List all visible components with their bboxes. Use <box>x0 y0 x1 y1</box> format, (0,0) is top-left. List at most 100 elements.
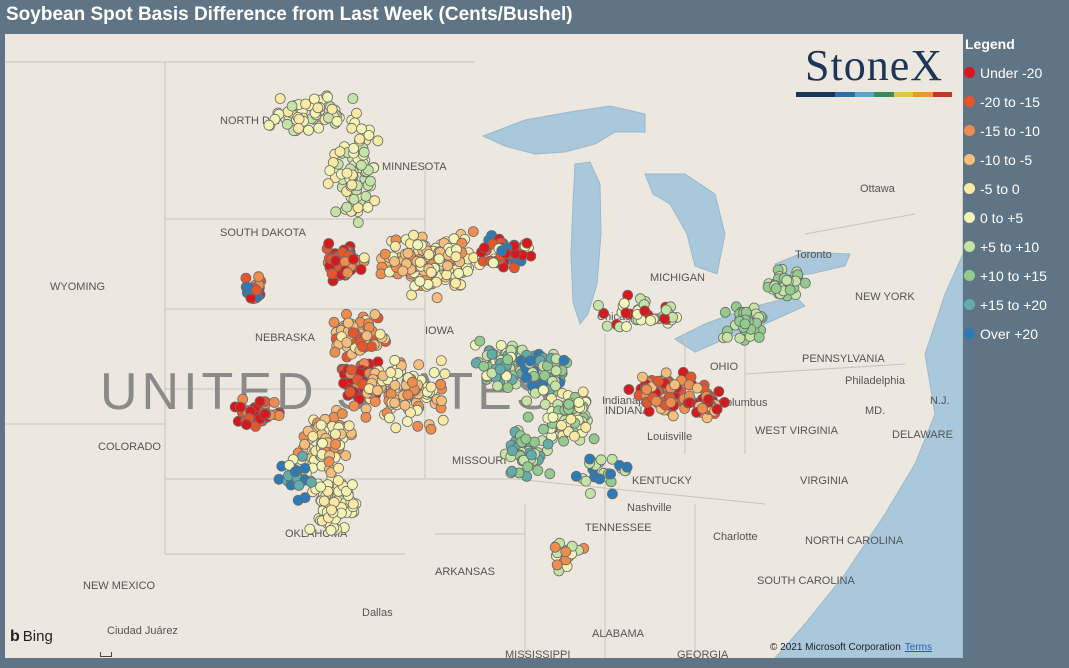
data-point[interactable] <box>281 118 293 130</box>
data-point[interactable] <box>494 363 506 375</box>
data-point[interactable] <box>637 371 648 383</box>
data-point[interactable] <box>431 292 443 304</box>
data-point[interactable] <box>556 419 567 431</box>
data-point[interactable] <box>580 421 592 433</box>
data-point[interactable] <box>594 473 605 485</box>
data-point[interactable] <box>665 397 677 408</box>
data-point[interactable] <box>341 308 352 320</box>
data-point[interactable] <box>241 419 252 431</box>
data-point[interactable] <box>315 419 327 431</box>
data-point[interactable] <box>549 541 561 553</box>
data-point[interactable] <box>323 456 335 468</box>
data-point[interactable] <box>369 396 381 408</box>
data-point[interactable] <box>274 93 286 104</box>
data-point[interactable] <box>508 262 520 274</box>
data-point[interactable] <box>501 370 512 382</box>
data-point[interactable] <box>425 381 437 393</box>
data-point[interactable] <box>390 422 402 434</box>
data-point[interactable] <box>414 256 426 268</box>
data-point[interactable] <box>734 332 746 344</box>
data-point[interactable] <box>542 438 554 450</box>
data-point[interactable] <box>341 167 353 179</box>
data-point[interactable] <box>293 479 305 491</box>
data-point[interactable] <box>307 430 319 442</box>
data-point[interactable] <box>520 433 532 445</box>
data-point[interactable] <box>565 413 577 425</box>
data-point[interactable] <box>550 365 562 377</box>
data-point[interactable] <box>369 309 381 320</box>
data-point[interactable] <box>369 195 381 207</box>
data-point[interactable] <box>323 238 335 249</box>
data-point[interactable] <box>487 257 499 269</box>
data-point[interactable] <box>621 321 632 333</box>
data-point[interactable] <box>259 408 271 420</box>
data-point[interactable] <box>348 400 360 412</box>
data-point[interactable] <box>331 116 343 127</box>
data-point[interactable] <box>330 206 342 218</box>
legend-item[interactable]: 0 to +5 <box>964 203 1069 232</box>
data-point[interactable] <box>402 389 414 401</box>
data-point[interactable] <box>441 269 453 281</box>
legend-item[interactable]: Under -20 <box>964 58 1069 87</box>
data-point[interactable] <box>521 372 532 383</box>
data-point[interactable] <box>442 260 454 272</box>
data-point[interactable] <box>770 283 782 294</box>
data-point[interactable] <box>521 237 533 249</box>
data-point[interactable] <box>305 476 317 488</box>
data-point[interactable] <box>406 289 418 301</box>
data-point[interactable] <box>598 307 610 319</box>
data-point[interactable] <box>584 453 596 465</box>
data-point[interactable] <box>563 398 575 410</box>
data-point[interactable] <box>355 264 367 275</box>
data-point[interactable] <box>703 393 714 405</box>
data-point[interactable] <box>355 159 367 171</box>
data-point[interactable] <box>650 395 662 407</box>
data-point[interactable] <box>389 397 401 409</box>
data-point[interactable] <box>450 251 462 263</box>
data-point[interactable] <box>326 103 338 115</box>
legend-item[interactable]: -10 to -5 <box>964 145 1069 174</box>
data-point[interactable] <box>496 245 508 257</box>
data-point[interactable] <box>300 98 312 110</box>
data-point[interactable] <box>326 268 338 280</box>
data-point[interactable] <box>397 265 409 277</box>
data-point[interactable] <box>623 384 635 395</box>
data-point[interactable] <box>322 91 334 103</box>
data-point[interactable] <box>341 201 353 213</box>
data-point[interactable] <box>347 327 359 339</box>
data-point[interactable] <box>478 360 490 372</box>
data-point[interactable] <box>325 524 337 536</box>
data-point[interactable] <box>372 135 384 147</box>
data-point[interactable] <box>346 479 358 491</box>
legend-item[interactable]: +15 to +20 <box>964 290 1069 319</box>
data-point[interactable] <box>304 523 316 535</box>
data-point[interactable] <box>328 316 340 328</box>
data-point[interactable] <box>317 437 328 449</box>
data-point[interactable] <box>342 267 354 279</box>
data-point[interactable] <box>607 488 618 500</box>
data-point[interactable] <box>641 384 652 395</box>
legend-item[interactable]: -20 to -15 <box>964 87 1069 116</box>
data-point[interactable] <box>286 100 298 112</box>
data-point[interactable] <box>340 485 352 497</box>
data-point[interactable] <box>362 201 374 213</box>
data-point[interactable] <box>502 354 514 366</box>
terms-link[interactable]: Terms <box>904 642 932 653</box>
data-point[interactable] <box>333 462 345 474</box>
data-point[interactable] <box>330 255 342 267</box>
data-point[interactable] <box>360 411 372 423</box>
data-point[interactable] <box>312 102 324 114</box>
data-point[interactable] <box>506 465 518 477</box>
data-point[interactable] <box>389 379 401 391</box>
data-point[interactable] <box>643 405 655 417</box>
data-point[interactable] <box>313 122 325 134</box>
data-point[interactable] <box>372 385 383 396</box>
data-point[interactable] <box>547 411 559 423</box>
data-point[interactable] <box>235 401 246 413</box>
data-point[interactable] <box>346 364 357 376</box>
data-point[interactable] <box>324 165 336 177</box>
data-point[interactable] <box>577 386 589 398</box>
data-point[interactable] <box>580 475 592 487</box>
data-point[interactable] <box>297 450 308 462</box>
data-point[interactable] <box>406 376 418 388</box>
